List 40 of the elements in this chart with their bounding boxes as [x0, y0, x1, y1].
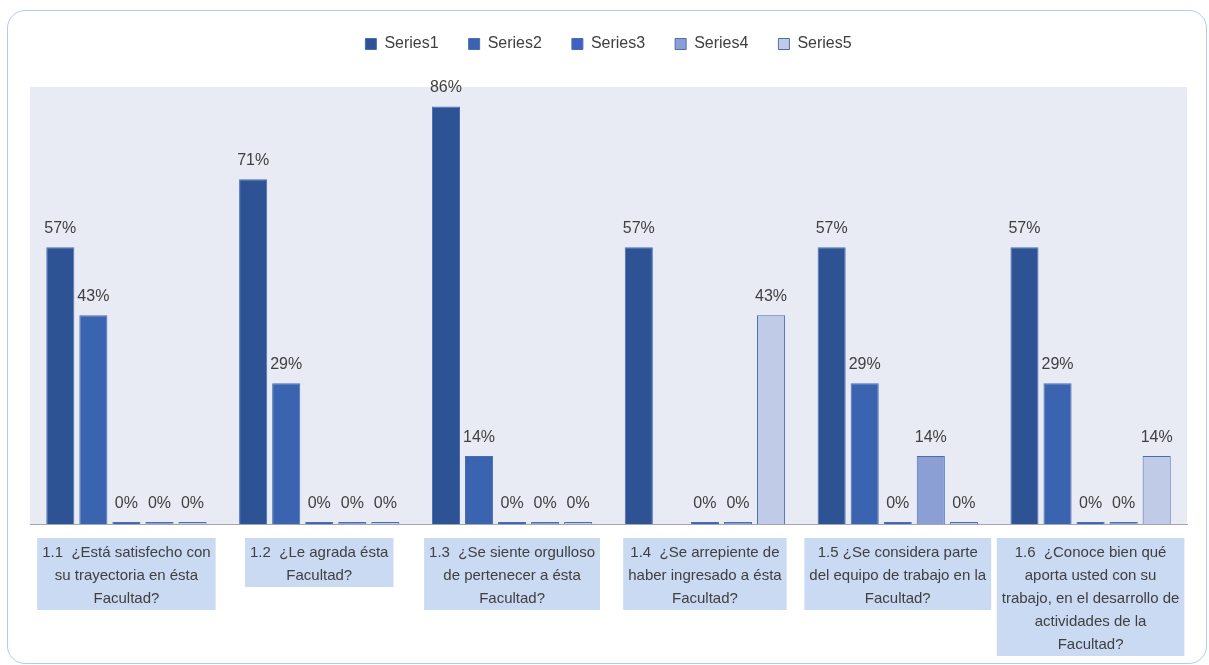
- legend-label: Series3: [590, 34, 646, 52]
- data-label: 57%: [44, 219, 77, 237]
- data-label: 0%: [307, 494, 331, 511]
- data-label: 0%: [1112, 494, 1136, 511]
- x-tick-label: 1.4 ¿Se arrepiente de haber ingresado a ésta Facultad?: [628, 542, 783, 606]
- legend-label: Series1: [384, 34, 439, 52]
- data-label: 43%: [755, 287, 788, 305]
- data-label: 29%: [1041, 355, 1074, 373]
- data-label: 14%: [914, 428, 947, 446]
- data-label: 0%: [180, 494, 205, 511]
- data-label: 57%: [622, 219, 655, 237]
- data-label: 29%: [848, 355, 881, 373]
- data-label: 0%: [566, 494, 590, 511]
- data-label: 0%: [500, 494, 524, 511]
- data-label: 71%: [237, 151, 270, 169]
- x-tick-label: 1.2 ¿Le agrada ésta Facultad?: [250, 542, 390, 583]
- data-label: 43%: [77, 287, 110, 305]
- data-label: 0%: [340, 494, 364, 511]
- legend-label: Series2: [487, 34, 542, 52]
- data-label: 14%: [1140, 428, 1173, 446]
- x-tick-label: 1.1 ¿Está satisfecho con su trayectoria en ésta Facultad?: [42, 542, 211, 606]
- data-label: 57%: [1008, 219, 1041, 237]
- data-label: 0%: [373, 494, 397, 511]
- data-label: 0%: [1079, 494, 1103, 511]
- data-label: 0%: [726, 494, 750, 511]
- data-label: 0%: [693, 494, 717, 511]
- data-label: 57%: [815, 219, 848, 237]
- data-label: 0%: [147, 494, 172, 511]
- x-tick-label: 1.3 ¿Se siente orgulloso de pertenecer a ésta Facultad?: [429, 542, 596, 606]
- x-tick-label: 1.6 ¿Conoce bien qué aporta usted con su trabajo, en el desarrollo de actividades de la Facultad?: [1001, 542, 1180, 652]
- data-label: 0%: [886, 494, 910, 511]
- data-label: 86%: [429, 78, 462, 96]
- data-label: 29%: [270, 355, 303, 373]
- data-label: 0%: [952, 494, 976, 511]
- data-label: 14%: [463, 428, 496, 446]
- legend-label: Series4: [694, 34, 749, 52]
- data-label: 0%: [114, 494, 138, 511]
- x-tick-label: 1.5 ¿Se considera parte del equipo de trabajo en la Facultad?: [809, 542, 987, 606]
- legend-label: Series5: [797, 34, 852, 52]
- data-label: 0%: [533, 494, 557, 511]
